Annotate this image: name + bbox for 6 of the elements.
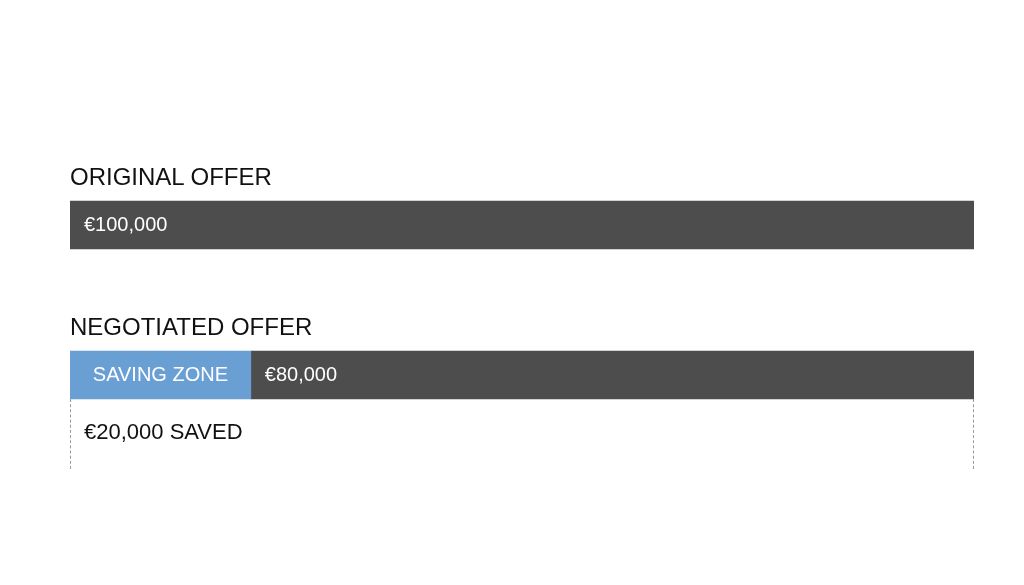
data-label: €20,000 SAVED xyxy=(84,419,243,445)
y-tick-label: NEGOTIATED OFFER xyxy=(70,313,313,340)
data-label: €100,000 xyxy=(84,212,168,235)
y-tick-label: ORIGINAL OFFER xyxy=(70,163,272,190)
series-label: SAVING ZONE xyxy=(92,362,229,385)
data-label: €80,000 xyxy=(264,362,338,385)
